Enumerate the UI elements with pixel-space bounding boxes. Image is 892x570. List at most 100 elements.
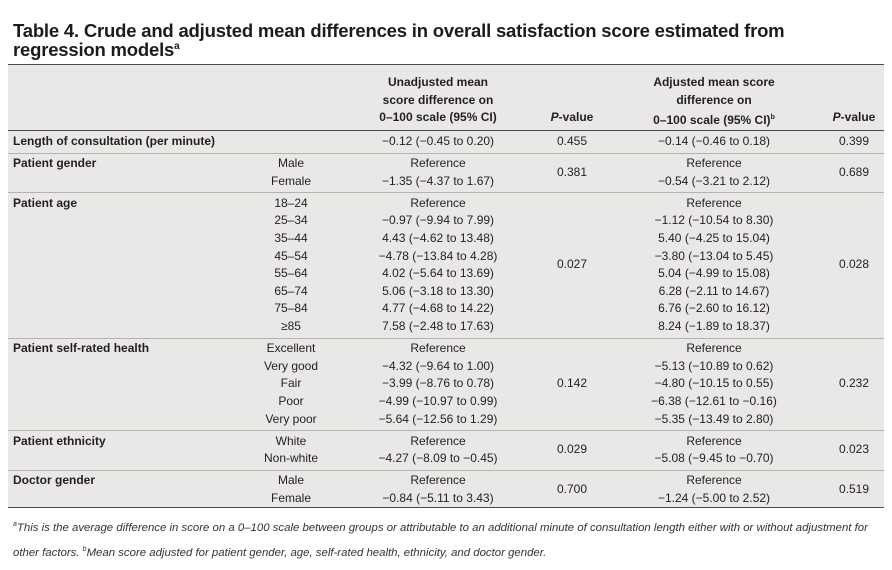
row-category: 65–74 [274, 283, 308, 298]
unadjusted-estimate: −4.27 (−8.09 to −0.45) [378, 451, 498, 466]
adjusted-estimate: 6.76 (−2.60 to 16.12) [658, 301, 770, 316]
pvalue-unadjusted: 0.029 [556, 442, 588, 457]
table-footnotes: aThis is the average difference in score… [13, 514, 883, 564]
row-label: Length of consultation (per minute) [13, 134, 215, 148]
header-pvalue-unadjusted: P-value [532, 109, 612, 127]
unadjusted-estimate: −0.12 (−0.45 to 0.20) [381, 134, 495, 148]
header-bottom-rule [8, 130, 884, 131]
unadjusted-estimate: Reference [410, 433, 466, 448]
pvalue-unadjusted: 0.700 [556, 482, 588, 497]
header-adjusted-line-3: 0–100 scale (95% CI)b [604, 109, 824, 130]
unadjusted-estimate: 5.06 (−3.18 to 13.30) [382, 283, 494, 298]
adjusted-estimate: Reference [686, 156, 742, 171]
row-category: Excellent [266, 341, 316, 356]
adjusted-estimate: −5.08 (−9.45 to −0.70) [654, 451, 774, 466]
pvalue-adjusted: 0.028 [838, 257, 870, 272]
unadjusted-estimate: Reference [410, 156, 466, 171]
row-divider [8, 192, 884, 194]
header-unadjusted-line-1: Unadjusted mean [387, 75, 489, 89]
header-p2-rest: -value [840, 110, 876, 124]
row-label: Patient age [13, 195, 78, 210]
adjusted-estimate: −5.13 (−10.89 to 0.62) [654, 358, 774, 373]
adjusted-estimate: Reference [686, 341, 742, 356]
row-category: 18–24 [274, 195, 308, 210]
row-category: Male [277, 473, 304, 488]
unadjusted-estimate: −4.99 (−10.97 to 0.99) [378, 393, 498, 408]
row-divider [8, 469, 884, 471]
row-category: Poor [278, 393, 304, 408]
adjusted-estimate: −0.14 (−0.46 to 0.18) [657, 134, 771, 148]
row-category: Male [277, 156, 304, 171]
pvalue-adjusted: 0.689 [838, 164, 870, 179]
adjusted-estimate: −6.38 (−12.61 to −0.16) [651, 393, 777, 408]
adjusted-estimate: −3.80 (−13.04 to 5.45) [654, 248, 774, 263]
pvalue-adjusted: 0.023 [838, 442, 870, 457]
row-category: White [275, 433, 307, 448]
row-label: Patient gender [13, 156, 97, 171]
header-p2-italic: P [832, 110, 841, 124]
adjusted-estimate: Reference [686, 433, 742, 448]
adjusted-estimate: Reference [686, 473, 742, 488]
header-p1-italic: P [550, 110, 559, 124]
table-title: Table 4. Crude and adjusted mean differe… [13, 21, 873, 59]
header-adjusted-line-2: difference on [676, 92, 752, 107]
row-category: 75–84 [274, 301, 308, 316]
adjusted-estimate: 8.24 (−1.89 to 18.37) [658, 319, 770, 333]
unadjusted-estimate: 4.02 (−5.64 to 13.69) [382, 266, 494, 281]
pvalue-unadjusted: 0.455 [556, 134, 588, 148]
adjusted-estimate: 6.28 (−2.11 to 14.67) [658, 283, 770, 298]
unadjusted-estimate: 4.77 (−4.68 to 14.22) [382, 301, 494, 316]
row-category: 55–64 [274, 266, 308, 281]
pvalue-adjusted: 0.519 [838, 482, 870, 497]
header-adjusted: Adjusted mean score difference on 0–100 … [604, 74, 824, 130]
row-category: Female [270, 173, 311, 188]
pvalue-adjusted: 0.232 [838, 376, 870, 391]
footnote-b-marker: b [82, 545, 87, 553]
header-p1-rest: -value [558, 110, 594, 124]
title-text: Table 4. Crude and adjusted mean differe… [13, 20, 785, 60]
table-bottom-rule [8, 507, 884, 508]
title-footnote-marker: a [174, 40, 180, 52]
unadjusted-estimate: Reference [410, 341, 466, 356]
header-adjusted-footnote-marker: b [770, 114, 775, 121]
unadjusted-estimate: Reference [410, 473, 466, 488]
unadjusted-estimate: −3.99 (−8.76 to 0.78) [381, 376, 495, 391]
footnote-a-marker: a [13, 521, 17, 528]
row-category: Non-white [263, 451, 319, 466]
table-top-rule [8, 64, 884, 65]
footnote-b-text: Mean score adjusted for patient gender, … [86, 546, 547, 559]
adjusted-estimate: 5.04 (−4.99 to 15.08) [658, 266, 770, 281]
adjusted-estimate: −0.54 (−3.21 to 2.12) [657, 173, 771, 188]
row-category: 35–44 [274, 231, 308, 245]
unadjusted-estimate: −0.97 (−9.94 to 7.99) [381, 213, 495, 228]
unadjusted-estimate: Reference [410, 195, 466, 210]
unadjusted-estimate: −4.32 (−9.64 to 1.00) [381, 358, 495, 373]
adjusted-estimate: −1.12 (−10.54 to 8.30) [654, 213, 774, 228]
header-adjusted-line-3-text: 0–100 scale (95% CI) [653, 113, 771, 127]
pvalue-unadjusted: 0.381 [556, 164, 588, 179]
header-unadjusted: Unadjusted mean score difference on 0–10… [328, 74, 548, 127]
header-adjusted-line-1: Adjusted mean score [653, 75, 775, 89]
adjusted-estimate: 5.40 (−4.25 to 15.04) [658, 231, 770, 245]
row-label: Doctor gender [13, 473, 96, 488]
unadjusted-estimate: −4.78 (−13.84 to 4.28) [378, 248, 498, 263]
row-divider [8, 430, 884, 432]
row-label: Patient ethnicity [13, 433, 106, 448]
row-category: ≥85 [281, 319, 301, 333]
header-unadjusted-line-3: 0–100 scale (95% CI) [379, 110, 497, 124]
row-divider [8, 152, 884, 154]
pvalue-unadjusted: 0.027 [556, 257, 588, 272]
row-label: Patient self-rated health [13, 341, 150, 356]
row-category: Very poor [265, 411, 317, 426]
pvalue-unadjusted: 0.142 [556, 376, 588, 391]
row-category: 45–54 [274, 248, 308, 263]
row-category: Fair [280, 376, 302, 391]
unadjusted-estimate: −5.64 (−12.56 to 1.29) [378, 411, 498, 426]
header-unadjusted-line-2: score difference on [382, 92, 494, 107]
unadjusted-estimate: −0.84 (−5.11 to 3.43) [382, 490, 494, 505]
row-divider [8, 337, 884, 339]
row-category: Female [270, 490, 311, 505]
adjusted-estimate: Reference [686, 195, 742, 210]
header-pvalue-adjusted: P-value [814, 109, 892, 127]
table-background [8, 64, 884, 507]
